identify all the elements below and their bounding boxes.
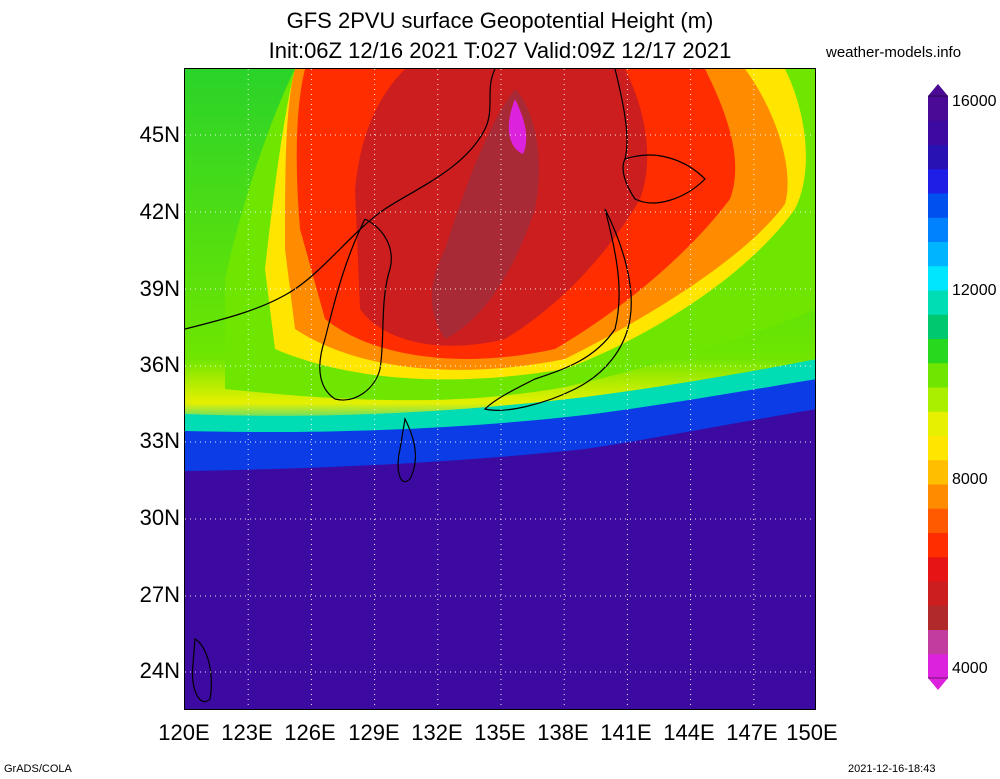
colorbar-label-16000: 16000 xyxy=(952,93,997,110)
colorbar-swatch xyxy=(928,217,948,242)
colorbar-swatch xyxy=(928,629,948,655)
map-title: GFS 2PVU surface Geopotential Height (m) xyxy=(286,8,714,33)
coast-korea xyxy=(319,218,392,401)
lon-label-123e: 123E xyxy=(221,720,273,745)
colorbar-swatch xyxy=(928,387,948,412)
colorbar-swatch xyxy=(928,290,948,315)
footer-credit: GrADS/COLA xyxy=(4,763,72,775)
field-magenta-core xyxy=(508,99,527,154)
colorbar-swatch xyxy=(928,532,948,558)
colorbar-swatch xyxy=(928,338,948,364)
colorbar-swatch xyxy=(928,120,948,145)
colorbar-swatch xyxy=(928,411,948,436)
lat-label-39n: 39N xyxy=(139,276,180,301)
field-maroon-core xyxy=(431,89,539,339)
colorbar-label-12000: 12000 xyxy=(952,282,997,299)
lon-label-126e: 126E xyxy=(284,720,336,745)
coast-japan-kyushu xyxy=(397,417,416,483)
colorbar-label-8000: 8000 xyxy=(952,471,988,488)
site-credit[interactable]: weather-models.info xyxy=(826,44,962,61)
colorbar-swatch xyxy=(928,265,948,291)
lat-label-30n: 30N xyxy=(139,505,180,530)
coast-hokkaido xyxy=(622,154,706,204)
lon-label-138e: 138E xyxy=(537,720,589,745)
colorbar-swatch xyxy=(928,96,948,121)
lat-label-45n: 45N xyxy=(139,122,180,147)
footer-timestamp: 2021-12-16-18:43 xyxy=(848,763,936,775)
colorbar xyxy=(928,84,948,690)
field-purple-south xyxy=(185,394,815,709)
coast-taiwan xyxy=(191,638,212,702)
lon-label-120e: 120E xyxy=(158,720,210,745)
colorbar-swatch xyxy=(928,508,948,533)
colorbar-swatch xyxy=(928,241,948,267)
colorbar-label-4000: 4000 xyxy=(952,660,988,677)
colorbar-swatch xyxy=(928,581,948,606)
lat-label-33n: 33N xyxy=(139,428,180,453)
coast-japan-honshu xyxy=(483,208,632,411)
colorbar-bottom-arrow xyxy=(928,678,948,690)
colorbar-swatch xyxy=(928,653,948,679)
colorbar-swatch xyxy=(928,168,948,194)
lon-label-132e: 132E xyxy=(411,720,463,745)
lon-label-144e: 144E xyxy=(663,720,715,745)
lon-label-150e: 150E xyxy=(786,720,838,745)
map-subtitle: Init:06Z 12/16 2021 T:027 Valid:09Z 12/1… xyxy=(268,38,732,63)
lon-label-135e: 135E xyxy=(474,720,526,745)
colorbar-swatch xyxy=(928,484,948,509)
lon-label-129e: 129E xyxy=(348,720,400,745)
colorbar-swatch xyxy=(928,459,948,485)
lat-label-36n: 36N xyxy=(139,352,180,377)
lat-label-24n: 24N xyxy=(139,658,180,683)
lon-label-141e: 141E xyxy=(600,720,652,745)
colorbar-swatch xyxy=(928,362,948,388)
colorbar-swatch xyxy=(928,435,948,461)
colorbar-swatch xyxy=(928,556,948,582)
colorbar-swatch xyxy=(928,314,948,339)
coast-mainland xyxy=(185,69,496,330)
colorbar-swatch xyxy=(928,144,948,170)
map-plot xyxy=(184,68,816,710)
graticule xyxy=(185,69,815,709)
lat-label-42n: 42N xyxy=(139,199,180,224)
lat-label-27n: 27N xyxy=(139,582,180,607)
lon-label-147e: 147E xyxy=(726,720,778,745)
colorbar-top-arrow xyxy=(928,84,948,96)
colorbar-swatch xyxy=(928,193,948,218)
coast-sakhalin xyxy=(614,69,628,160)
colorbar-swatch xyxy=(928,605,948,630)
